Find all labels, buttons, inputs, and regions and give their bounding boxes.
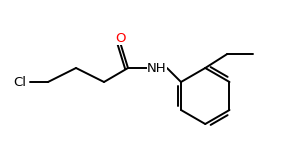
Text: Cl: Cl <box>14 75 27 88</box>
Text: NH: NH <box>147 61 167 75</box>
Text: O: O <box>115 32 125 45</box>
